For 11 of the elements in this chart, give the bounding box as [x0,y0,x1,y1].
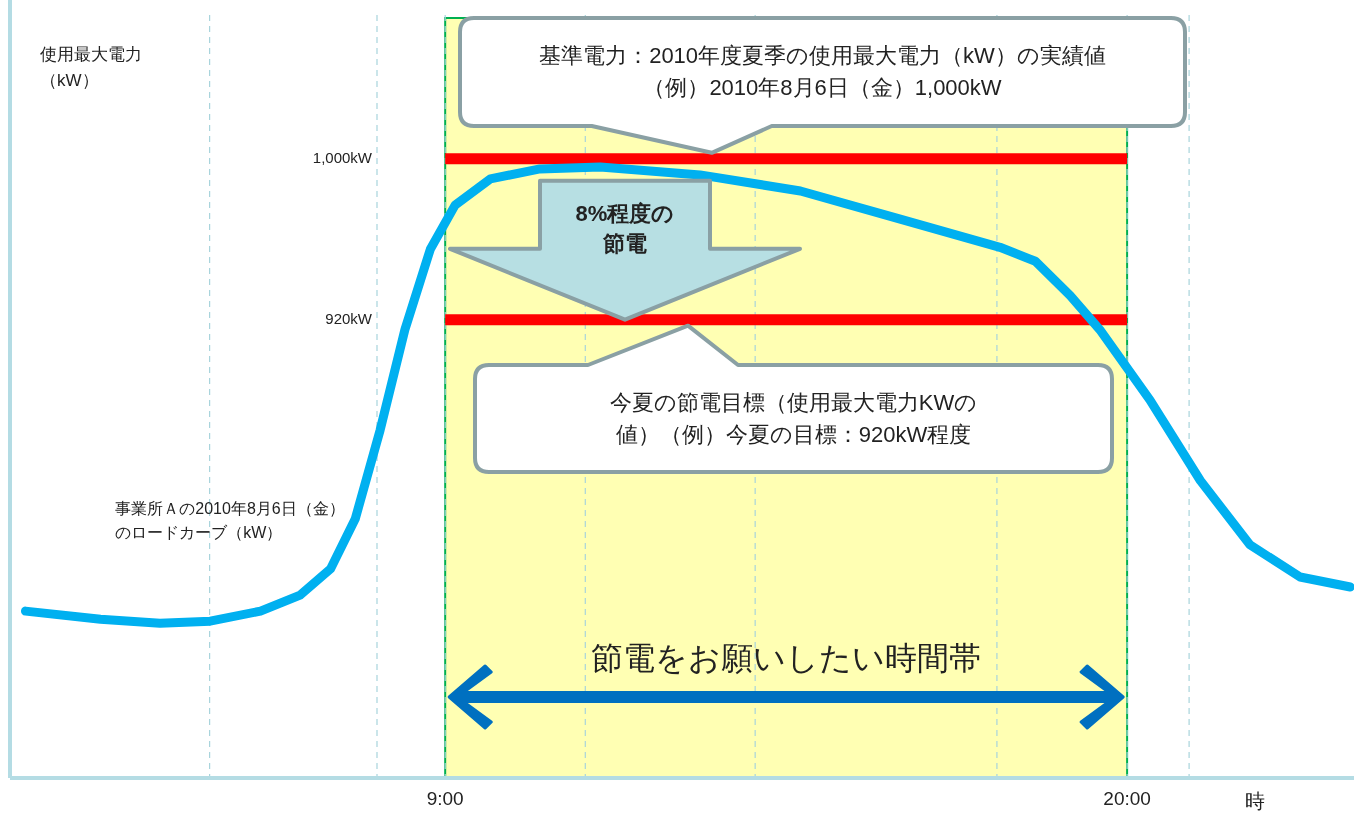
x-tick-label: 20:00 [1102,788,1152,810]
x-tick-label: 9:00 [425,788,465,810]
series-label: 事業所Ａの2010年8月6日（金）のロードカーブ（kW） [115,498,346,543]
annotation: 基準電力：2010年度夏季の使用最大電力（kW）の実績値（例）2010年8月6日（金）1,000kW [538,42,1107,102]
annotation: 今夏の節電目標（使用最大電力KWの値）（例）今夏の目標：920kW程度 [608,389,979,449]
annotation: 8%程度の節電 [574,199,676,258]
y-axis-title: 使用最大電力（kW） [40,44,143,92]
y-tick-label: 1,000kW [311,148,372,166]
x-axis-title: 時 [1245,789,1265,814]
band-label: 節電をお願いしたい時間帯 [590,639,983,678]
y-tick-label: 920kW [324,309,372,327]
